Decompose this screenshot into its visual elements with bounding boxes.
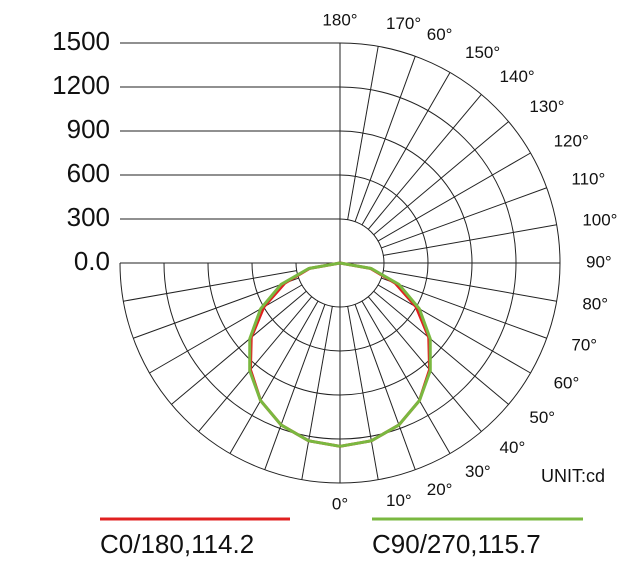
grid-line bbox=[229, 300, 319, 454]
legend-label: C90/270,115.7 bbox=[372, 529, 541, 559]
theta-tick-label: 140° bbox=[500, 67, 535, 86]
r-tick-label: 300 bbox=[67, 202, 110, 232]
grid-line bbox=[381, 187, 547, 249]
unit-label: UNIT:cd bbox=[541, 466, 605, 486]
grid-line bbox=[354, 56, 416, 222]
theta-tick-label: 170° bbox=[386, 14, 421, 33]
grid-ring bbox=[207, 130, 473, 396]
theta-tick-label: 60° bbox=[427, 25, 453, 44]
grid-line bbox=[347, 306, 379, 480]
theta-tick-label: 100° bbox=[582, 210, 617, 229]
theta-tick-label: 30° bbox=[465, 462, 491, 481]
grid-line bbox=[361, 300, 451, 454]
grid-line bbox=[361, 72, 451, 226]
theta-tick-label: 110° bbox=[571, 170, 605, 189]
grid-line bbox=[373, 290, 509, 405]
grid-line bbox=[377, 284, 531, 374]
grid-line bbox=[367, 94, 482, 230]
theta-tick-label: 0° bbox=[332, 494, 348, 513]
theta-tick-label: 40° bbox=[500, 438, 526, 457]
grid-line bbox=[264, 304, 326, 470]
theta-tick-label: 10° bbox=[386, 491, 412, 510]
r-tick-label: 1200 bbox=[52, 70, 110, 100]
r-tick-label: 1500 bbox=[52, 26, 110, 56]
theta-tick-label: 50° bbox=[529, 408, 555, 427]
grid-line bbox=[381, 277, 547, 339]
grid-line bbox=[383, 270, 557, 302]
r-tick-label: 600 bbox=[67, 158, 110, 188]
grid-line bbox=[354, 304, 416, 470]
theta-tick-label: 60° bbox=[554, 373, 580, 392]
grid-line bbox=[373, 121, 509, 236]
grid-line bbox=[383, 224, 557, 256]
grid-ring bbox=[163, 86, 517, 440]
grid-ring bbox=[295, 218, 385, 308]
theta-tick-label: 120° bbox=[554, 131, 589, 150]
theta-tick-label: 70° bbox=[571, 335, 597, 354]
theta-tick-label: 90° bbox=[586, 252, 612, 271]
grid-line bbox=[367, 296, 482, 432]
theta-tick-label: 130° bbox=[529, 97, 564, 116]
grid-line bbox=[171, 290, 307, 405]
grid-line bbox=[133, 277, 299, 339]
legend-label: C0/180,114.2 bbox=[100, 529, 254, 559]
grid-line bbox=[301, 306, 333, 480]
grid-ring bbox=[119, 42, 561, 484]
theta-tick-label: 150° bbox=[465, 43, 500, 62]
r-tick-label: 900 bbox=[67, 114, 110, 144]
series-line bbox=[339, 261, 432, 448]
theta-tick-label: 20° bbox=[427, 480, 453, 499]
r-tick-label: 0.0 bbox=[74, 246, 110, 276]
grid-line bbox=[123, 270, 297, 302]
theta-tick-label: 80° bbox=[582, 295, 608, 314]
grid-line bbox=[198, 296, 313, 432]
grid-line bbox=[347, 46, 379, 220]
grid-line bbox=[149, 284, 303, 374]
grid-line bbox=[377, 152, 531, 242]
theta-tick-label: 180° bbox=[322, 10, 357, 29]
series-line bbox=[248, 261, 341, 448]
